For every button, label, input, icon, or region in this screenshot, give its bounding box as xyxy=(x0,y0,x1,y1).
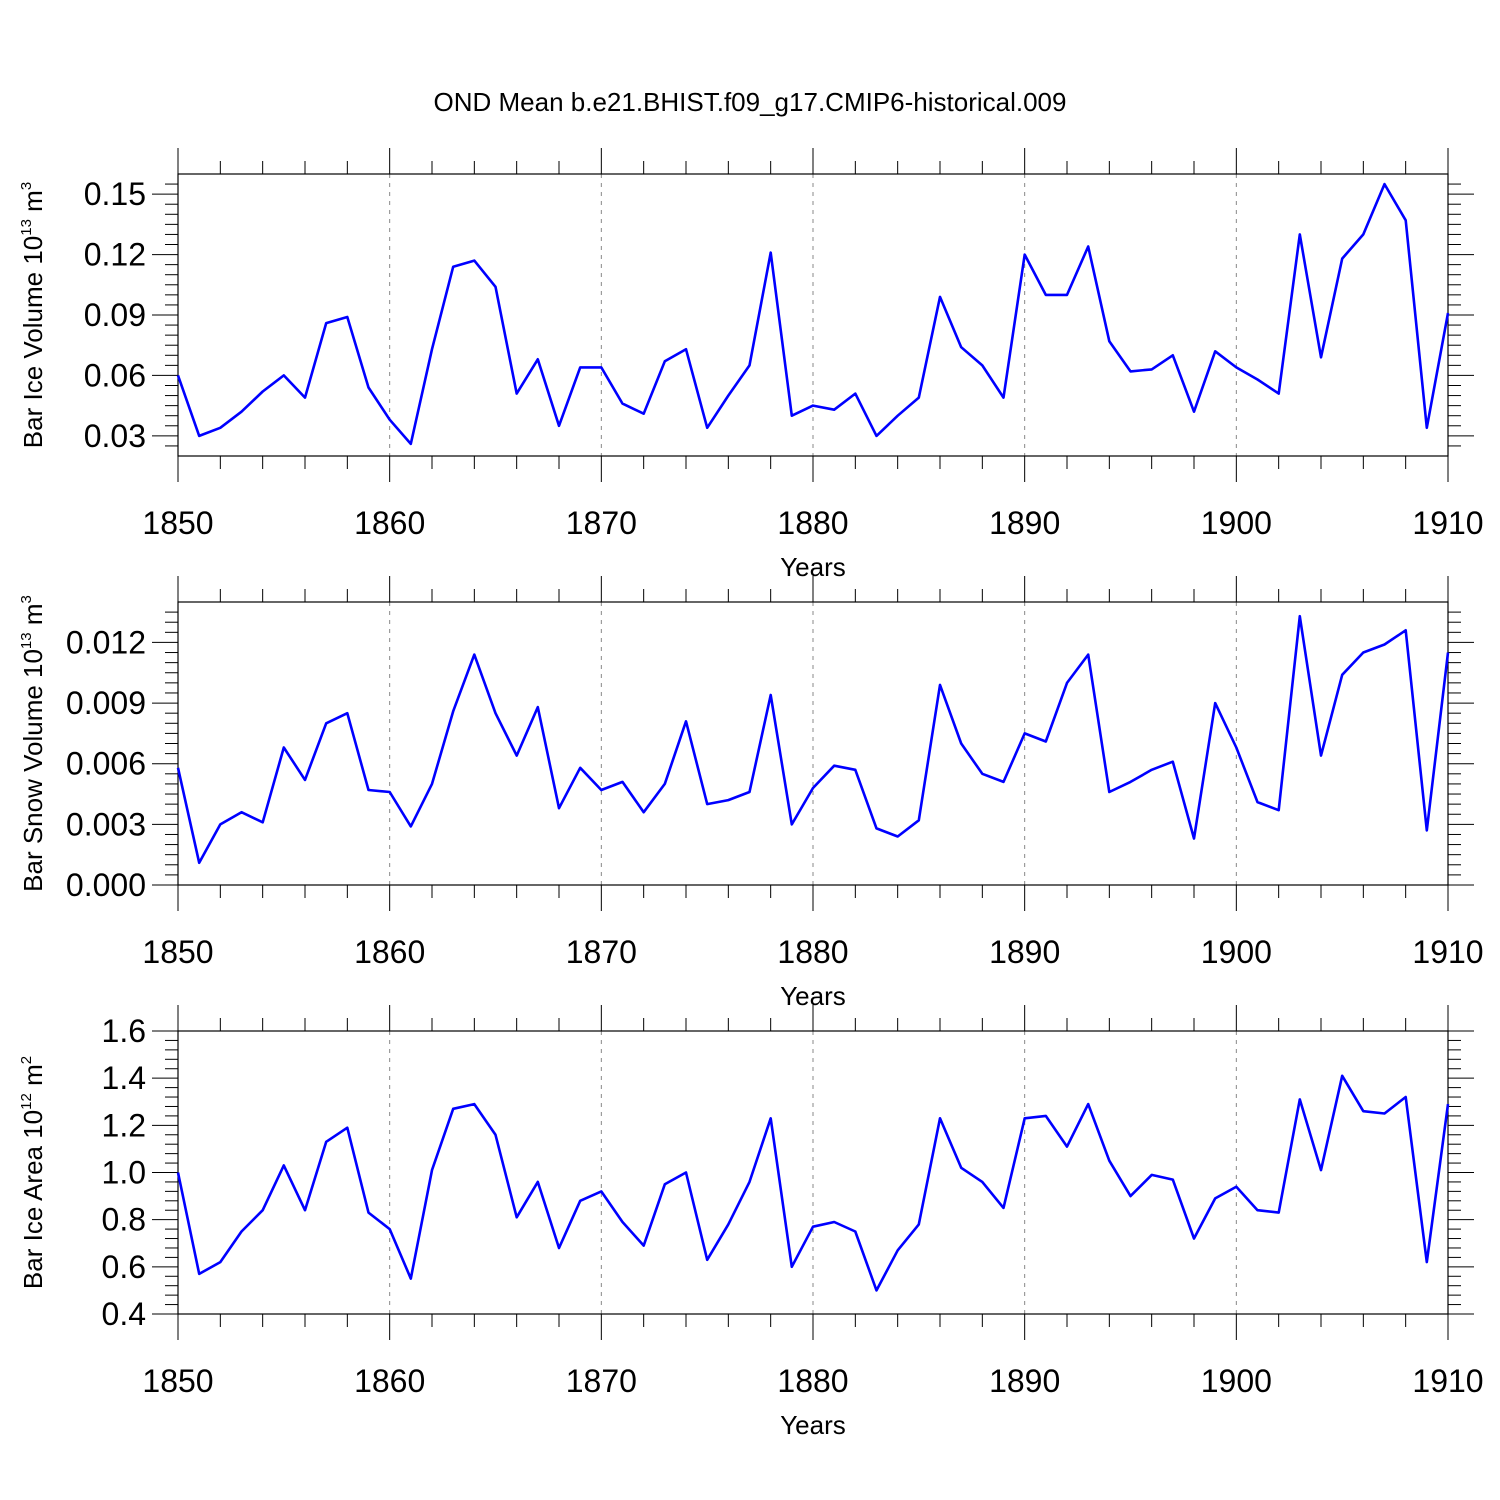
y-axis-title: Bar Ice Area 1012 m2 xyxy=(18,1056,48,1289)
y-tick-label: 0.09 xyxy=(84,297,146,333)
y-tick-label: 0.012 xyxy=(66,624,146,660)
panel-1: 0.03 0.06 0.09 0.12 0.15 1850 1860 1870 1880 1890… xyxy=(18,148,1484,582)
plot-frame xyxy=(177,601,1449,886)
x-tick-label: 1880 xyxy=(777,1363,848,1399)
x-tick-label: 1890 xyxy=(989,505,1060,541)
x-tick-label: 1850 xyxy=(142,934,213,970)
y-tick-label: 0.4 xyxy=(102,1296,146,1332)
panel-3: 0.4 0.6 0.8 1.0 1.2 1.4 1.6 1850 1860 1870 1880 189… xyxy=(18,1005,1484,1440)
x-tick-label: 1910 xyxy=(1412,934,1483,970)
y-tick-label: 0.8 xyxy=(102,1202,146,1238)
x-tick-label: 1870 xyxy=(566,505,637,541)
y-tick-label: 0.15 xyxy=(84,176,146,212)
x-tick-label: 1850 xyxy=(142,505,213,541)
y-tick-label: 0.06 xyxy=(84,357,146,393)
x-tick-label: 1900 xyxy=(1201,505,1272,541)
panel-2: 0.000 0.003 0.006 0.009 0.012 1850 1860 1870 188… xyxy=(18,576,1484,1011)
y-axis-title: Bar Ice Volume 1013 m3 xyxy=(18,182,48,448)
x-axis-title: Years xyxy=(780,1410,846,1440)
x-tick-label: 1860 xyxy=(354,1363,425,1399)
x-tick-label: 1910 xyxy=(1412,505,1483,541)
series-line xyxy=(176,182,1450,446)
y-tick-label: 0.12 xyxy=(84,237,146,273)
x-tick-label: 1850 xyxy=(142,1363,213,1399)
x-tick-label: 1890 xyxy=(989,934,1060,970)
x-tick-label: 1880 xyxy=(777,505,848,541)
y-tick-label: 0.000 xyxy=(66,867,146,903)
y-axis-title: Bar Snow Volume 1013 m3 xyxy=(18,595,48,892)
x-tick-label: 1880 xyxy=(777,934,848,970)
chart-title: OND Mean b.e21.BHIST.f09_g17.CMIP6-histo… xyxy=(434,87,1067,117)
x-tick-label: 1900 xyxy=(1201,934,1272,970)
series-line xyxy=(176,1074,1450,1292)
x-tick-label: 1860 xyxy=(354,505,425,541)
plot-frame xyxy=(177,1030,1449,1315)
panels: 0.03 0.06 0.09 0.12 0.15 1850 1860 1870 1880 1890… xyxy=(18,148,1484,1440)
x-tick-label: 1910 xyxy=(1412,1363,1483,1399)
y-tick-label: 1.6 xyxy=(102,1013,146,1049)
y-tick-label: 0.003 xyxy=(66,806,146,842)
y-tick-label: 0.6 xyxy=(102,1249,146,1285)
y-tick-label: 1.2 xyxy=(102,1107,146,1143)
y-tick-label: 0.009 xyxy=(66,685,146,721)
y-tick-label: 1.4 xyxy=(102,1060,146,1096)
y-tick-label: 0.006 xyxy=(66,746,146,782)
x-tick-label: 1890 xyxy=(989,1363,1060,1399)
x-tick-label: 1860 xyxy=(354,934,425,970)
y-tick-label: 1.0 xyxy=(102,1155,146,1191)
series-line xyxy=(176,614,1450,865)
x-tick-label: 1900 xyxy=(1201,1363,1272,1399)
x-tick-label: 1870 xyxy=(566,1363,637,1399)
x-tick-label: 1870 xyxy=(566,934,637,970)
y-tick-label: 0.03 xyxy=(84,418,146,454)
plot-frame xyxy=(177,173,1449,457)
